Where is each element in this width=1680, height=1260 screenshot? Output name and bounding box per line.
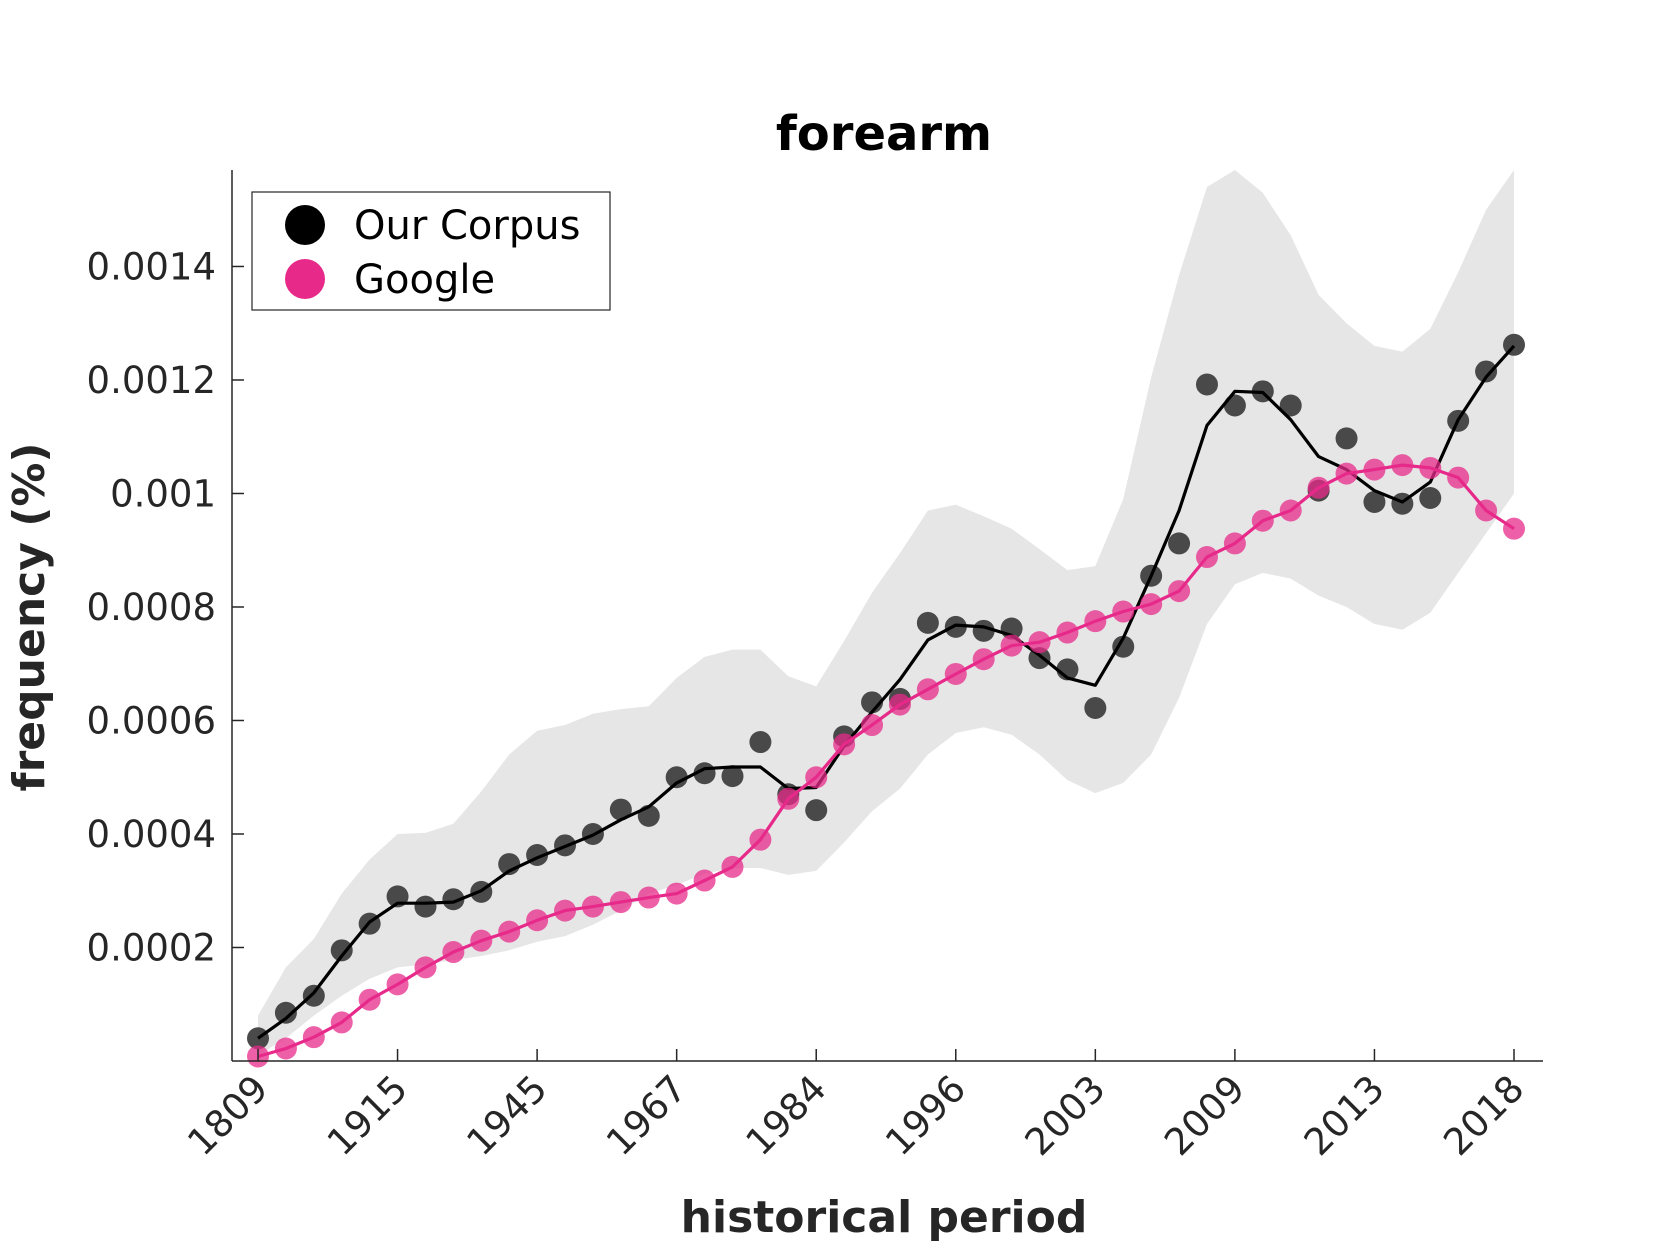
x-tick-label: 1996 [877, 1067, 974, 1164]
google-point [414, 956, 437, 979]
google-point [1419, 456, 1442, 479]
y-ticks: 0.0002 0.0004 0.0006 0.0008 0.001 0.0012 0.001… [87, 245, 244, 969]
legend-label-google: Google [354, 257, 495, 303]
google-point [888, 693, 911, 716]
google-point [1251, 509, 1274, 532]
y-tick-label: 0.0006 [87, 699, 216, 742]
google-point [1475, 499, 1498, 522]
x-tick-label: 1967 [598, 1067, 695, 1164]
google-point [526, 909, 549, 932]
our-corpus-point [414, 895, 437, 918]
y-tick-label: 0.0014 [87, 245, 216, 288]
google-point [1112, 600, 1135, 623]
x-tick-label: 2003 [1017, 1067, 1114, 1164]
our-corpus-point [1335, 427, 1358, 450]
google-point [777, 787, 800, 810]
google-point [972, 648, 995, 671]
y-tick-label: 0.0012 [87, 359, 216, 402]
our-corpus-point [274, 1001, 297, 1024]
y-axis-label: frequency (%) [4, 442, 55, 791]
legend-marker-our-corpus [285, 205, 325, 245]
google-point [833, 733, 856, 756]
y-tick-label: 0.0004 [87, 813, 216, 856]
google-point [386, 973, 409, 996]
google-point [665, 882, 688, 905]
google-point [1084, 610, 1107, 633]
google-point [1168, 580, 1191, 603]
google-point [1000, 634, 1023, 657]
google-point [1279, 499, 1302, 522]
google-point [1307, 476, 1330, 499]
our-corpus-point [1475, 360, 1498, 383]
our-corpus-point [721, 765, 744, 788]
chart-title: forearm [776, 106, 992, 162]
google-point [944, 662, 967, 685]
x-tick-label: 1915 [319, 1067, 416, 1164]
our-corpus-point [1363, 490, 1386, 513]
google-line [257, 463, 1515, 1059]
our-corpus-point [1419, 487, 1442, 510]
x-ticks: 1809 1915 1945 1967 1984 1996 2003 2009 2013 2018 [179, 1049, 1532, 1164]
our-corpus-point [805, 799, 828, 822]
our-corpus-point [609, 798, 632, 821]
google-point [498, 920, 521, 943]
google-point [637, 886, 660, 909]
legend: Our Corpus Google [251, 191, 611, 311]
google-point [1056, 621, 1079, 644]
y-tick-label: 0.0008 [87, 586, 216, 629]
our-corpus-point [442, 888, 465, 911]
google-point [1503, 517, 1525, 540]
our-corpus-point [1279, 394, 1302, 417]
our-corpus-point [302, 984, 325, 1007]
y-tick-label: 0.0002 [87, 926, 216, 969]
google-point [721, 855, 744, 878]
google-point [916, 678, 939, 701]
axes-layer [231, 170, 1543, 1062]
our-corpus-line [257, 344, 1516, 1040]
google-point [1335, 462, 1358, 485]
google-point [358, 988, 381, 1011]
google-point [1391, 454, 1414, 477]
our-corpus-point [665, 766, 688, 789]
our-corpus-point [1112, 635, 1135, 658]
google-point [274, 1037, 297, 1060]
google-point [693, 869, 716, 892]
our-corpus-point [749, 731, 772, 754]
google-point [581, 895, 604, 918]
x-tick-label: 1945 [458, 1067, 555, 1164]
google-point [330, 1011, 353, 1034]
our-corpus-point [1223, 394, 1246, 417]
google-point [749, 828, 772, 851]
x-tick-label: 2013 [1296, 1067, 1393, 1164]
x-axis-label: historical period [681, 1192, 1088, 1243]
our-corpus-point [916, 611, 939, 634]
google-point [861, 714, 884, 737]
x-tick-label: 1809 [179, 1067, 276, 1164]
google-point [1140, 593, 1163, 616]
google-point [1447, 466, 1470, 489]
google-point [1363, 458, 1386, 481]
legend-marker-google [285, 259, 325, 299]
x-tick-label: 2018 [1435, 1067, 1532, 1164]
google-point [609, 891, 632, 914]
google-point [1223, 532, 1246, 555]
legend-label-our-corpus: Our Corpus [354, 203, 580, 249]
y-tick-label: 0.001 [110, 472, 216, 515]
google-point [554, 899, 577, 922]
our-corpus-point [330, 939, 353, 962]
google-point [442, 941, 465, 964]
our-corpus-point [1084, 697, 1107, 720]
series-layer [247, 333, 1525, 1068]
google-point [470, 929, 493, 952]
our-corpus-point [1195, 373, 1218, 396]
x-tick-label: 2009 [1156, 1067, 1253, 1164]
google-point [1195, 546, 1218, 569]
google-point [1028, 631, 1051, 654]
google-point [302, 1026, 325, 1049]
our-corpus-point [1168, 532, 1191, 555]
x-tick-label: 1984 [738, 1067, 835, 1164]
google-point [805, 766, 828, 789]
